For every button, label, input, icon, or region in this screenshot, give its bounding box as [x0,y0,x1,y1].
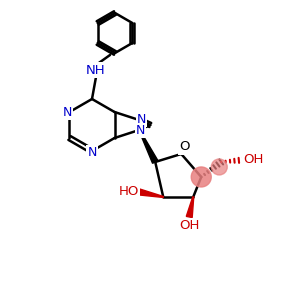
Polygon shape [139,189,163,197]
Text: O: O [179,140,190,154]
Text: N: N [87,146,97,158]
Text: N: N [136,124,145,137]
Polygon shape [139,130,158,163]
Text: OH: OH [243,154,263,166]
Text: NH: NH [86,64,106,76]
Text: N: N [136,112,146,125]
Text: OH: OH [179,220,200,232]
Circle shape [211,159,227,175]
Circle shape [191,167,211,187]
Text: HO: HO [119,185,140,199]
Text: N: N [63,106,72,118]
Polygon shape [186,197,194,218]
